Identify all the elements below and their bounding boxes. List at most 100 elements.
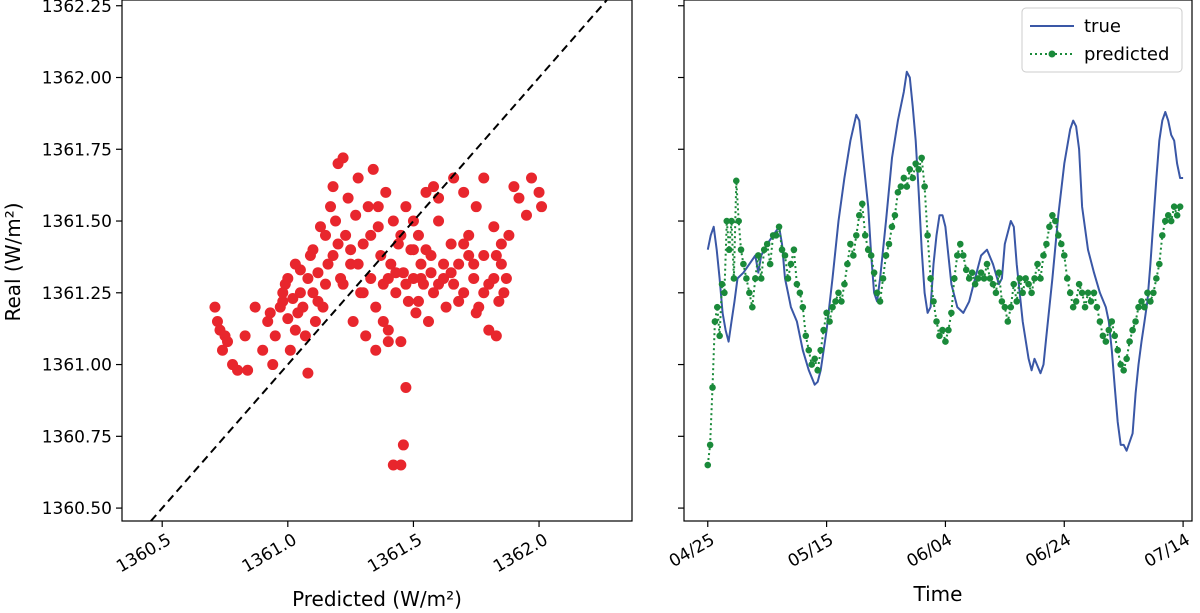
predicted-point — [1040, 252, 1047, 259]
scatter-point — [352, 258, 364, 270]
scatter-point — [242, 364, 254, 376]
predicted-point — [951, 275, 958, 282]
predicted-point — [861, 232, 869, 239]
predicted-point — [959, 252, 967, 259]
legend-predicted-marker — [1048, 50, 1056, 58]
predicted-point — [1102, 338, 1110, 345]
scatter-point — [453, 295, 465, 307]
predicted-point — [743, 275, 750, 282]
legend: true predicted — [1021, 7, 1183, 73]
predicted-point — [1129, 326, 1136, 334]
predicted-point — [870, 269, 878, 276]
scatter-point — [362, 201, 374, 213]
predicted-point — [1075, 280, 1083, 288]
predicted-point — [1120, 366, 1127, 374]
predicted-point — [912, 160, 920, 167]
scatter-point — [216, 344, 228, 356]
scatter-point — [287, 293, 299, 305]
scatter-point — [407, 272, 419, 284]
predicted-point — [915, 166, 922, 173]
y-tick-label: 1360.50 — [42, 499, 112, 519]
predicted-point — [723, 217, 731, 225]
predicted-point — [838, 298, 845, 305]
predicted-point — [858, 200, 866, 208]
scatter-point — [448, 172, 460, 184]
y-tick-label: 1361.25 — [42, 284, 112, 304]
predicted-point — [1090, 289, 1098, 297]
predicted-point — [763, 240, 771, 248]
predicted-point — [1063, 275, 1071, 282]
predicted-point — [766, 260, 774, 268]
predicted-point — [876, 298, 884, 305]
predicted-point — [1167, 217, 1175, 225]
predicted-point — [1081, 303, 1089, 311]
scatter-point — [327, 181, 339, 193]
predicted-point — [1123, 355, 1130, 363]
predicted-point — [790, 246, 798, 254]
scatter-point — [425, 267, 437, 279]
scatter-point — [284, 344, 296, 356]
predicted-point — [1144, 289, 1151, 297]
predicted-point — [1019, 289, 1026, 297]
scatter-point — [433, 278, 445, 290]
scatter-point — [412, 229, 424, 241]
predicted-point — [989, 280, 997, 288]
predicted-point — [1150, 289, 1157, 297]
scatter-point — [232, 364, 244, 376]
predicted-point — [730, 275, 738, 282]
y-tick-label: 1361.75 — [42, 140, 112, 160]
predicted-point — [962, 266, 970, 274]
predicted-point — [847, 240, 854, 248]
scatter-point — [299, 330, 311, 342]
legend-predicted-label: predicted — [1084, 44, 1169, 65]
scatter-point — [387, 215, 399, 227]
predicted-point — [735, 217, 742, 225]
scatter-point — [375, 249, 387, 261]
predicted-point — [879, 275, 887, 282]
predicted-point — [1060, 252, 1068, 259]
predicted-point — [906, 166, 914, 173]
scatter-point — [365, 272, 377, 284]
predicted-point — [1007, 303, 1015, 311]
scatter-point — [332, 238, 344, 250]
legend-box — [1021, 7, 1183, 73]
scatter-point — [503, 229, 515, 241]
scatter-point — [412, 295, 424, 307]
timeseries-x-axis-label: Time — [913, 582, 963, 606]
predicted-point — [805, 346, 813, 354]
legend-true-label: true — [1084, 16, 1121, 37]
scatter-point — [319, 229, 331, 241]
predicted-point — [844, 260, 851, 268]
predicted-point — [933, 318, 940, 325]
scatter-point — [222, 336, 234, 348]
timeseries-panel: 04/25 05/15 06/04 06/24 07/14 Time true pred… — [666, 0, 1194, 606]
predicted-point — [1158, 232, 1166, 239]
timeseries-x-ticks: 04/25 05/15 06/04 06/24 07/14 — [666, 521, 1194, 572]
y-tick-label: 1360.75 — [42, 427, 112, 447]
predicted-point — [711, 318, 719, 325]
scatter-point — [415, 272, 427, 284]
scatter-point — [483, 324, 495, 336]
scatter-point — [513, 192, 525, 204]
scatter-point — [400, 201, 412, 213]
predicted-point — [983, 260, 991, 268]
predicted-point — [903, 183, 911, 190]
predicted-point — [1084, 289, 1092, 297]
predicted-point — [709, 384, 716, 391]
predicted-point — [1055, 232, 1062, 239]
scatter-point — [395, 336, 407, 348]
predicted-point — [867, 252, 875, 259]
predicted-point — [820, 326, 827, 334]
scatter-point — [337, 278, 349, 290]
predicted-point — [1025, 280, 1032, 288]
predicted-point — [948, 309, 955, 317]
predicted-point — [1117, 361, 1125, 368]
scatter-point — [367, 163, 379, 175]
predicted-point — [737, 246, 745, 254]
predicted-point — [977, 269, 985, 276]
scatter-point — [370, 301, 382, 313]
predicted-point — [1069, 303, 1077, 311]
predicted-point — [971, 280, 979, 288]
predicted-point — [1052, 217, 1059, 225]
